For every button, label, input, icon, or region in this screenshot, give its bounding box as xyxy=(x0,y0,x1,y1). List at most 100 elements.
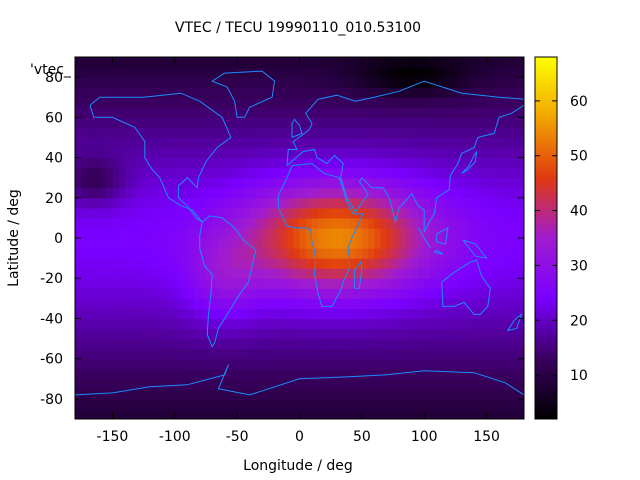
heatmap-cell xyxy=(517,187,524,199)
heatmap-cell xyxy=(75,308,82,320)
heatmap-cell xyxy=(287,248,294,259)
heatmap-cell xyxy=(149,197,157,209)
heatmap-cell xyxy=(187,187,195,199)
heatmap-cell xyxy=(280,408,288,419)
heatmap-cell xyxy=(218,117,226,128)
heatmap-cell xyxy=(212,97,220,108)
heatmap-cell xyxy=(324,197,332,209)
heatmap-cell xyxy=(143,97,151,108)
heatmap-cell xyxy=(75,207,82,219)
heatmap-cell xyxy=(480,217,488,229)
heatmap-cell xyxy=(374,338,382,350)
heatmap-cell xyxy=(517,328,524,340)
heatmap-cell xyxy=(131,77,138,88)
heatmap-cell xyxy=(131,97,138,108)
heatmap-cell xyxy=(187,308,195,320)
heatmap-cell xyxy=(467,298,475,309)
heatmap-cell xyxy=(517,217,524,229)
heatmap-cell xyxy=(499,308,506,320)
heatmap-cell xyxy=(349,398,357,410)
heatmap-cell xyxy=(205,157,213,169)
heatmap-cell xyxy=(480,57,488,68)
heatmap-cell xyxy=(112,408,120,419)
heatmap-cell xyxy=(343,388,350,400)
heatmap-cell xyxy=(249,77,257,88)
heatmap-cell xyxy=(156,298,163,309)
heatmap-cell xyxy=(81,248,89,259)
heatmap-cell xyxy=(486,368,494,380)
heatmap-cell xyxy=(112,177,120,189)
heatmap-cell xyxy=(237,117,244,128)
heatmap-cell xyxy=(143,87,151,98)
heatmap-cell xyxy=(162,338,170,350)
heatmap-cell xyxy=(436,408,444,419)
heatmap-cell xyxy=(505,288,513,299)
heatmap-cell xyxy=(181,248,188,259)
heatmap-cell xyxy=(480,398,488,410)
heatmap-cell xyxy=(511,97,519,108)
heatmap-cell xyxy=(106,57,114,68)
heatmap-cell xyxy=(461,248,469,259)
heatmap-cell xyxy=(349,57,357,68)
heatmap-cell xyxy=(293,77,301,88)
heatmap-cell xyxy=(474,157,481,169)
heatmap-cell xyxy=(411,207,419,219)
heatmap-cell xyxy=(505,147,513,159)
colorbar xyxy=(534,56,558,420)
heatmap-cell xyxy=(343,348,350,360)
heatmap-cell xyxy=(492,348,500,360)
heatmap-cell xyxy=(517,97,524,108)
heatmap-cell xyxy=(168,87,176,98)
heatmap-cell xyxy=(393,298,400,309)
heatmap-cell xyxy=(511,187,519,199)
heatmap-cell xyxy=(430,147,438,159)
heatmap-cell xyxy=(137,288,145,299)
heatmap-cell xyxy=(305,288,313,299)
heatmap-cell xyxy=(287,137,294,149)
heatmap-cell xyxy=(262,137,269,149)
x-tick-label: 100 xyxy=(411,429,438,445)
heatmap-cell xyxy=(336,408,344,419)
heatmap-cell xyxy=(311,177,319,189)
heatmap-cell xyxy=(230,238,238,249)
heatmap-cell xyxy=(430,197,438,209)
heatmap-cell xyxy=(324,258,332,269)
heatmap-cell xyxy=(143,197,151,209)
heatmap-cell xyxy=(174,268,182,279)
heatmap-cell xyxy=(75,248,82,259)
heatmap-cell xyxy=(455,378,463,390)
heatmap-cell xyxy=(93,107,101,118)
colorbar-tick-label: 30 xyxy=(570,258,588,274)
heatmap-cell xyxy=(361,157,369,169)
heatmap-cell xyxy=(511,107,519,118)
heatmap-cell xyxy=(81,187,89,199)
heatmap-cell xyxy=(262,217,269,229)
heatmap-cell xyxy=(262,348,269,360)
heatmap-cell xyxy=(237,107,244,118)
heatmap-cell xyxy=(511,177,519,189)
heatmap-cell xyxy=(455,57,463,68)
heatmap-cell xyxy=(118,398,126,410)
heatmap-cell xyxy=(187,368,195,380)
heatmap-cell xyxy=(293,107,301,118)
heatmap-cell xyxy=(405,238,413,249)
heatmap-cell xyxy=(168,408,176,419)
heatmap-cell xyxy=(417,368,425,380)
heatmap-cell xyxy=(430,388,438,400)
heatmap-cell xyxy=(505,368,513,380)
heatmap-cell xyxy=(430,298,438,309)
heatmap-cell xyxy=(355,197,363,209)
heatmap-cell xyxy=(224,298,232,309)
heatmap-cell xyxy=(93,187,101,199)
heatmap-cell xyxy=(355,378,363,390)
heatmap-cell xyxy=(174,227,182,239)
heatmap-cell xyxy=(424,87,432,98)
heatmap-cell xyxy=(212,177,220,189)
heatmap-cell xyxy=(411,87,419,98)
heatmap-cell xyxy=(287,268,294,279)
heatmap-cell xyxy=(218,238,226,249)
heatmap-cell xyxy=(486,207,494,219)
coastline xyxy=(441,259,491,315)
heatmap-cell xyxy=(442,348,450,360)
